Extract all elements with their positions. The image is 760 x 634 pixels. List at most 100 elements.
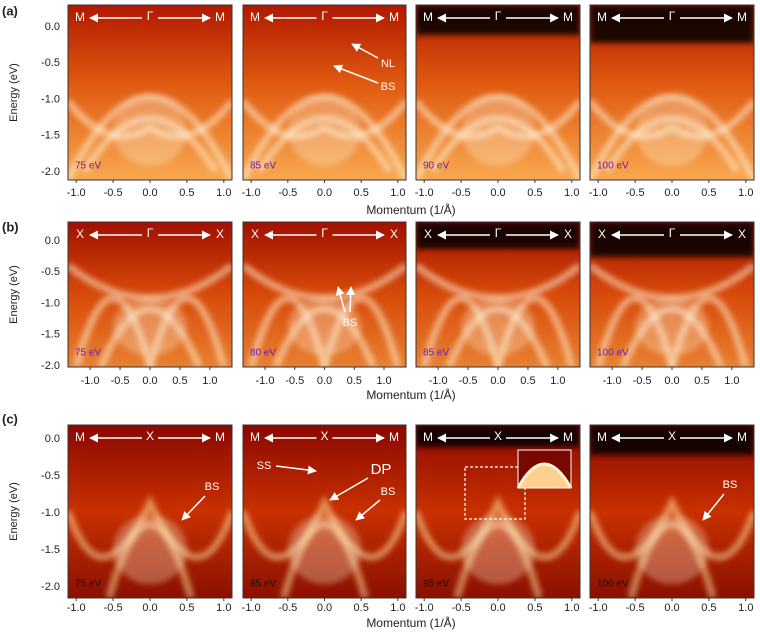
x-tick-label: -1.0 [242, 187, 261, 199]
y-tick-label: -1.5 [41, 544, 60, 556]
y-tick-label: 0.0 [45, 21, 60, 33]
x-tick-label: 0.5 [701, 602, 716, 614]
symmetry-label: M [75, 430, 85, 444]
inset-band [516, 462, 573, 489]
x-tick-label: -1.0 [589, 602, 608, 614]
photon-energy: 100 eV [597, 161, 629, 172]
x-tick-label: 0.5 [527, 187, 542, 199]
x-tick-label: 0.5 [354, 602, 369, 614]
spectrum-image [590, 5, 754, 180]
annotation-arrow [702, 493, 725, 521]
x-tick-label: 1.0 [390, 602, 405, 614]
glow [113, 297, 187, 356]
x-axis-title: Momentum (1/Å) [366, 615, 455, 630]
x-tick-label: 0.0 [490, 375, 505, 387]
photon-energy: 75 eV [75, 161, 101, 172]
photon-energy: 90 eV [423, 161, 449, 172]
annotation-arrow [333, 64, 379, 84]
x-tick-label: -0.5 [633, 375, 652, 387]
glow [461, 297, 535, 356]
x-tick-label: -1.0 [81, 375, 100, 387]
symmetry-label: Γ [321, 9, 328, 23]
x-tick-label: 1.0 [550, 375, 565, 387]
x-tick-label: 1.0 [216, 187, 231, 199]
symmetry-label: Γ [147, 226, 154, 240]
annotation-arrow [346, 286, 356, 313]
symmetry-label: M [215, 430, 225, 444]
symmetry-label: M [389, 10, 399, 24]
symmetry-label: M [737, 10, 747, 24]
symmetry-label: X [216, 227, 224, 241]
symmetry-label: M [597, 10, 607, 24]
y-tick-label: -0.5 [41, 57, 60, 69]
x-tick-label: -0.5 [278, 187, 297, 199]
x-tick-label: 0.0 [317, 602, 332, 614]
x-tick-label: -0.5 [111, 375, 130, 387]
x-tick-label: 0.0 [142, 602, 157, 614]
x-tick-label: 0.0 [664, 187, 679, 199]
y-tick-label: -1.0 [41, 507, 60, 519]
y-tick-label: -2.0 [41, 166, 60, 178]
x-tick-label: 0.5 [347, 375, 362, 387]
y-tick-label: -1.0 [41, 297, 60, 309]
inset-frame [517, 449, 572, 489]
x-tick-label: 0.5 [520, 375, 535, 387]
annotation-arrow [335, 286, 346, 313]
x-tick-label: -0.5 [104, 187, 123, 199]
x-tick-label: -1.0 [67, 187, 86, 199]
x-tick-label: 0.5 [527, 602, 542, 614]
dark-top [590, 222, 754, 257]
x-tick-label: -0.5 [452, 187, 471, 199]
y-tick-label: -1.5 [41, 329, 60, 341]
x-tick-label: -1.0 [603, 375, 622, 387]
row-label: (a) [2, 3, 18, 18]
band [416, 494, 580, 561]
symmetry-label: M [389, 430, 399, 444]
x-tick-label: -1.0 [415, 187, 434, 199]
symmetry-label: X [424, 227, 432, 241]
x-tick-label: 1.0 [738, 187, 753, 199]
x-tick-label: -0.5 [626, 187, 645, 199]
x-tick-label: -1.0 [67, 602, 86, 614]
x-tick-label: -0.5 [104, 602, 123, 614]
y-tick-label: -0.5 [41, 470, 60, 482]
symmetry-label: M [423, 10, 433, 24]
y-tick-label: -2.0 [41, 360, 60, 372]
x-tick-label: 0.0 [490, 602, 505, 614]
x-tick-label: 0.0 [490, 187, 505, 199]
x-tick-label: -0.5 [285, 375, 304, 387]
photon-energy: 85 eV [250, 161, 276, 172]
photon-energy: 80 eV [250, 348, 276, 359]
symmetry-label: X [598, 227, 606, 241]
annotation-arrow [181, 495, 206, 521]
photon-energy: 75 eV [75, 579, 101, 590]
glow [287, 96, 362, 166]
y-tick-label: -1.5 [41, 130, 60, 142]
symmetry-label: X [251, 227, 259, 241]
x-tick-label: 0.5 [354, 187, 369, 199]
spectrum-image [68, 425, 232, 598]
spectrum-image [68, 5, 232, 180]
symmetry-label: M [250, 430, 260, 444]
zoom-box [464, 466, 526, 520]
x-tick-label: 1.0 [390, 187, 405, 199]
band [68, 494, 232, 561]
symmetry-label: Γ [321, 226, 328, 240]
x-tick-label: 0.0 [142, 187, 157, 199]
y-tick-label: -1.0 [41, 93, 60, 105]
spectrum-image [590, 425, 754, 598]
symmetry-label: M [423, 430, 433, 444]
glow [461, 96, 535, 166]
annotation: BS [343, 317, 358, 329]
annotation-arrow [329, 477, 369, 501]
symmetry-label: X [390, 227, 398, 241]
x-tick-label: 0.0 [317, 375, 332, 387]
x-tick-label: -0.5 [278, 602, 297, 614]
spectrum-image [243, 222, 406, 367]
symmetry-label: M [737, 430, 747, 444]
symmetry-label: M [563, 430, 573, 444]
spectrum-image [416, 5, 580, 180]
symmetry-label: M [597, 430, 607, 444]
x-tick-label: 0.0 [664, 375, 679, 387]
